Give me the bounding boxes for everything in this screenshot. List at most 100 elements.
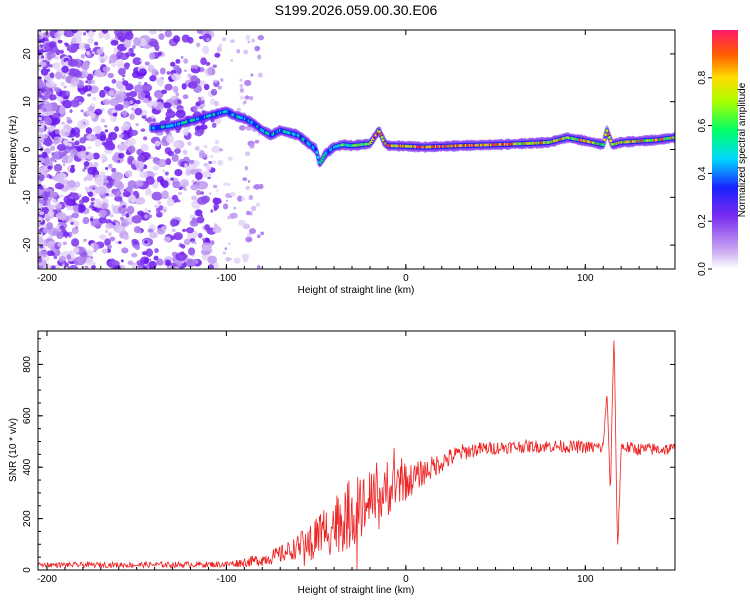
spectrogram-noise-blob [171,228,176,233]
spectrogram-noise-blob [120,259,124,263]
spectrogram-noise-blob [212,184,218,189]
spectrogram-noise-blob [175,59,181,64]
spectrogram-noise-blob [53,163,63,172]
spectrogram-noise-blob [92,187,95,190]
spectrogram-noise-blob [43,190,51,198]
spectrogram-noise-blob [211,122,217,128]
spectrogram-noise-blob [85,151,89,156]
spectrogram-noise-blob [249,96,254,101]
spectrogram-noise-blob [169,218,177,227]
spectrogram-noise-blob [180,179,190,188]
spectrogram-noise-blob [115,94,123,101]
spectrogram-noise-blob [228,242,231,246]
spectrogram-noise-blob [183,238,191,246]
spectrogram-noise-blob [212,64,217,68]
spectrogram-ridge-core [601,143,605,147]
spectrogram-noise-blob [230,212,238,219]
spectrogram-noise-blob [77,120,85,129]
spectrogram-noise-blob [144,81,148,86]
spectrogram-noise-blob [109,213,114,218]
spectrogram-noise-blob [148,209,151,213]
spectrogram-noise-blob [202,45,210,55]
spectrogram-noise-blob [194,146,200,151]
spectrogram-noise-blob [247,232,252,238]
spectrogram-noise-blob [171,154,179,162]
spectrogram-noise-blob [49,125,56,131]
spectrogram-noise-blob [73,70,83,78]
spectrogram-noise-blob [114,126,120,133]
spectrogram-noise-blob [117,159,121,163]
spectrogram-noise-blob [105,229,109,234]
spectrogram-noise-blob [133,37,141,46]
spectrogram-noise-blob [185,227,195,234]
colorbar: 0.0 0.2 0.4 0.6 0.8 Normalized spectral ampl… [697,30,748,276]
spectrogram-noise-blob [134,196,146,205]
spectrogram-noise-blob [53,136,61,145]
spectrogram-noise-blob [192,105,198,112]
spectrogram-noise-blob [210,240,215,246]
spectrogram-noise-blob [48,41,57,48]
spectrogram-noise-blob [223,182,228,186]
spectrogram-noise-blob [212,89,216,93]
spectrogram-noise-blob [191,195,198,201]
spectrogram-noise-blob [62,154,74,164]
spectrogram-x-label: Height of straight line (km) [298,285,415,296]
spectrogram-noise-blob [52,151,64,160]
spectrogram-noise-blob [185,169,191,176]
spectrogram-noise-blob [38,97,44,105]
spectrogram-noise-blob [135,123,139,127]
spectrogram-noise-blob [245,236,253,243]
spectrogram-noise-blob [246,210,250,216]
spectrogram-noise-blob [139,59,143,62]
spectrogram-noise-blob [102,66,111,73]
spectrogram-noise-blob [155,172,158,175]
spectrogram-noise-blob [38,191,42,196]
spectrogram-noise-blob [210,209,214,213]
spectrogram-noise-blob [208,248,213,253]
spectrogram-noise-blob [107,163,113,169]
spectrogram-noise-blob [63,139,68,145]
spectrogram-noise-blob [204,237,210,243]
spectrogram-xtick-label: 0 [403,273,409,284]
spectrogram-noise-blob [111,109,117,114]
spectrogram-noise-blob [164,171,169,176]
spectrogram-noise-blob [66,204,75,211]
spectrogram-noise-blob [60,180,66,185]
spectrogram-noise-blob [46,204,55,211]
spectrogram-noise-blob [47,210,55,217]
spectrogram-noise-blob [154,204,158,208]
spectrogram-noise-blob [38,174,45,182]
spectrogram-noise-blob [249,143,255,149]
spectrogram-noise-blob [149,156,154,160]
snr-x-label: Height of straight line (km) [298,585,415,596]
spectrogram-noise-blob [118,240,122,245]
spectrogram-noise-blob [87,30,95,38]
colorbar-tick-label: 0.8 [697,70,708,84]
spectrogram-noise-blob [183,69,187,72]
spectrogram-noise-blob [166,135,174,144]
spectrogram-noise-blob [121,247,129,254]
spectrogram-noise-blob [151,115,155,119]
spectrogram-noise-blob [122,205,126,208]
spectrogram-noise-blob [90,112,96,119]
spectrogram-noise-blob [139,171,148,178]
colorbar-label: Normalized spectral amplitude [737,82,748,217]
spectrogram-noise-blob [43,31,50,39]
spectrogram-noise-blob [38,250,48,258]
spectrogram-noise-blob [83,176,88,182]
spectrogram-noise-blob [109,54,118,63]
spectrogram-noise-blob [165,158,172,166]
spectrogram-noise-blob [165,110,176,119]
spectrogram-noise-blob [145,176,155,185]
snr-frame [37,330,676,571]
spectrogram-noise-blob [105,166,109,171]
spectrogram-noise-blob [74,260,79,266]
spectrogram-noise-blob [82,216,90,225]
spectrogram-noise-blob [200,191,205,195]
spectrogram-noise-blob [144,61,150,66]
spectrogram-noise-blob [196,196,208,205]
colorbar-ticks: 0.0 0.2 0.4 0.6 0.8 [697,70,712,276]
spectrogram-noise-blob [69,218,75,223]
spectrogram-noise-blob [57,219,63,223]
spectrogram-noise-blob [165,260,171,266]
